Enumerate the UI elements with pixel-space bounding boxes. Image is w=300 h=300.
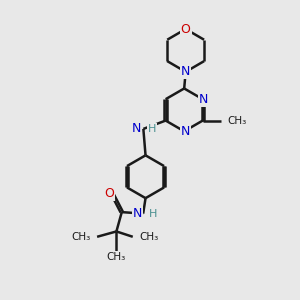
- Text: N: N: [181, 125, 190, 138]
- Text: H: H: [149, 208, 158, 219]
- Text: CH₃: CH₃: [139, 232, 158, 242]
- Text: N: N: [199, 93, 208, 106]
- Text: O: O: [104, 187, 114, 200]
- Text: N: N: [132, 122, 141, 135]
- Text: N: N: [181, 65, 190, 78]
- Text: CH₃: CH₃: [71, 232, 91, 242]
- Text: H: H: [148, 124, 156, 134]
- Text: N: N: [133, 207, 142, 220]
- Text: CH₃: CH₃: [228, 116, 247, 126]
- Text: O: O: [181, 22, 190, 35]
- Text: CH₃: CH₃: [107, 252, 126, 262]
